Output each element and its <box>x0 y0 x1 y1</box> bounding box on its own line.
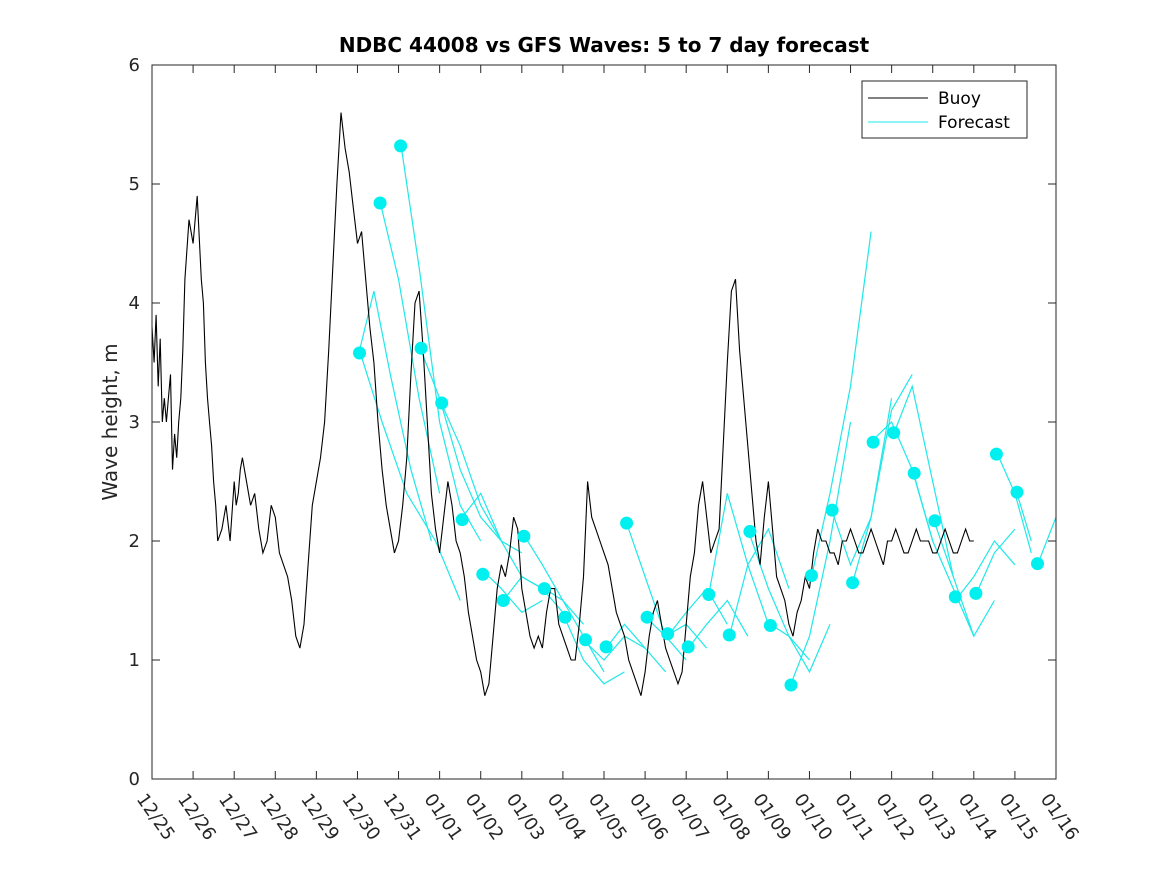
y-tick-label: 1 <box>129 650 140 671</box>
forecast-marker <box>435 396 449 410</box>
y-tick-label: 0 <box>129 769 140 790</box>
forecast-marker <box>825 503 839 517</box>
forecast-marker <box>763 619 777 632</box>
chart-title: NDBC 44008 vs GFS Waves: 5 to 7 day fore… <box>339 33 870 57</box>
forecast-marker <box>928 514 942 528</box>
forecast-marker <box>558 610 572 624</box>
forecast-line <box>913 475 975 637</box>
forecast-line <box>954 539 1016 601</box>
forecast-line <box>667 587 728 637</box>
legend: Buoy Forecast <box>861 80 1028 139</box>
forecast-line <box>646 617 708 649</box>
forecast-marker <box>373 196 387 210</box>
forecast-line <box>564 618 625 685</box>
forecast-marker <box>1010 485 1024 499</box>
forecast-marker <box>989 447 1003 461</box>
forecast-line <box>728 527 790 637</box>
legend-buoy-label: Buoy <box>938 89 981 109</box>
y-tick-label: 5 <box>129 174 140 195</box>
forecast-marker <box>887 426 901 440</box>
forecast-marker <box>476 567 490 581</box>
forecast-line <box>358 350 461 601</box>
y-tick-label: 4 <box>129 293 140 314</box>
forecast-line <box>523 534 584 625</box>
forecast-marker <box>599 640 613 654</box>
forecast-marker <box>579 633 592 647</box>
y-axis-label: Wave height, m <box>98 343 122 500</box>
forecast-line <box>1016 493 1032 542</box>
forecast-line <box>708 493 769 625</box>
forecast-line <box>544 588 605 673</box>
forecast-marker <box>722 628 736 642</box>
forecast-marker <box>702 588 716 601</box>
forecast-line <box>687 599 749 649</box>
forecast-marker <box>394 139 408 153</box>
legend-forecast-label: Forecast <box>938 113 1010 133</box>
y-tick-label: 6 <box>129 55 140 76</box>
forecast-line <box>810 231 872 577</box>
forecast-marker <box>537 582 551 596</box>
forecast-line <box>770 623 831 674</box>
forecast-line <box>893 384 954 577</box>
forecast-marker <box>496 594 510 607</box>
forecast-marker <box>866 435 880 449</box>
forecast-line <box>934 522 995 638</box>
forecast-line <box>482 570 543 614</box>
legend-box <box>861 80 1028 139</box>
forecast-line <box>975 528 1016 595</box>
forecast-marker <box>640 610 654 624</box>
forecast-line <box>358 290 432 542</box>
forecast-marker <box>517 529 531 543</box>
forecast-marker <box>661 627 675 641</box>
forecast-marker <box>455 513 469 527</box>
forecast-marker <box>948 590 962 604</box>
forecast-line <box>831 398 893 567</box>
forecast-line <box>502 575 564 613</box>
forecast-marker <box>620 516 634 530</box>
forecast-line <box>605 623 667 673</box>
y-tick-label: 2 <box>129 531 140 552</box>
forecast-marker <box>907 466 921 480</box>
forecast-marker <box>743 525 757 538</box>
y-tick-label: 3 <box>129 412 140 433</box>
forecast-marker <box>969 586 983 600</box>
forecast-marker <box>1031 557 1044 571</box>
forecast-line <box>790 421 852 685</box>
forecast-line <box>585 635 646 661</box>
forecast-marker <box>846 576 860 590</box>
forecast-line <box>1036 516 1056 566</box>
forecast-marker <box>784 678 798 692</box>
forecast-marker <box>353 346 366 360</box>
forecast-line <box>852 374 913 583</box>
forecast-marker <box>681 640 695 654</box>
buoy-line <box>152 112 974 696</box>
forecast-marker <box>805 569 818 582</box>
forecast-line <box>379 201 441 494</box>
forecast-marker <box>414 341 428 355</box>
forecast-line <box>441 403 523 554</box>
forecast-line <box>420 350 502 542</box>
